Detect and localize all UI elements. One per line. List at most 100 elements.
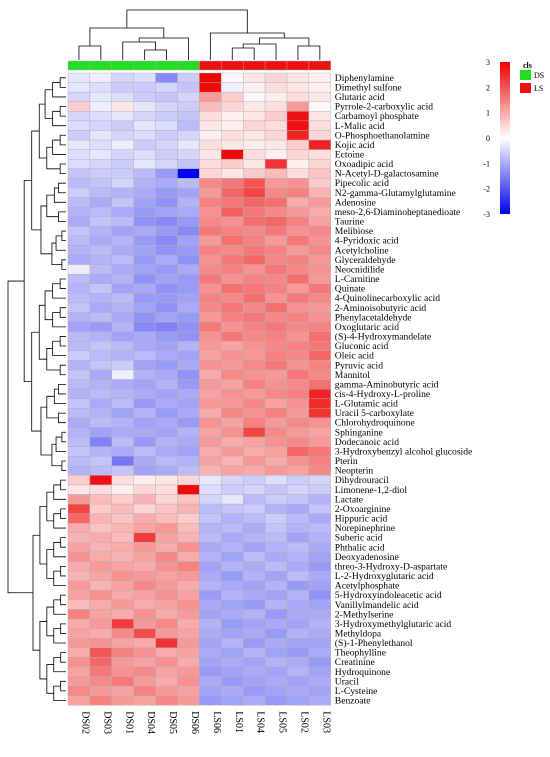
- heatmap-cell: [111, 570, 134, 581]
- heatmap-cell: [133, 609, 156, 620]
- heatmap-cell: [111, 139, 134, 150]
- heatmap-cell: [89, 235, 113, 246]
- row-label: Dihydrouracil: [335, 475, 389, 486]
- heatmap-cell: [155, 475, 178, 486]
- heatmap-cell: [308, 341, 331, 352]
- heatmap-cell: [111, 168, 134, 179]
- heatmap-cell: [221, 523, 244, 534]
- heatmap-cell: [308, 159, 331, 170]
- dendrogram-link: [61, 259, 66, 270]
- heatmap-cell: [264, 580, 288, 591]
- column-label: LS03: [320, 711, 331, 733]
- heatmap-cell: [111, 120, 134, 131]
- heatmap-cell: [221, 570, 244, 581]
- heatmap-cell: [133, 532, 156, 543]
- heatmap-cell: [155, 590, 178, 601]
- heatmap-cell: [177, 360, 200, 371]
- dendrogram-link: [89, 27, 165, 46]
- row-label: 2-Methylserine: [335, 609, 394, 620]
- heatmap-cell: [89, 139, 113, 150]
- heatmap-cell: [155, 321, 178, 332]
- heatmap-cell: [111, 647, 134, 658]
- heatmap-cell: [177, 178, 200, 189]
- heatmap-cell: [89, 321, 113, 332]
- group-annotation-cell: [199, 60, 222, 71]
- heatmap-cell: [308, 283, 331, 294]
- heatmap-cell: [67, 72, 91, 83]
- heatmap-cell: [199, 475, 222, 486]
- heatmap-cell: [133, 456, 156, 466]
- heatmap-cell: [308, 111, 331, 122]
- row-label: Acetylcholine: [335, 245, 389, 256]
- row-label: Hippuric acid: [335, 514, 388, 525]
- heatmap-cell: [177, 551, 200, 562]
- heatmap-cell: [89, 523, 113, 534]
- heatmap-cell: [155, 159, 178, 170]
- group-annotation-cell: [133, 60, 156, 71]
- heatmap-cell: [264, 350, 288, 361]
- heatmap-cell: [199, 331, 222, 342]
- heatmap-cell: [242, 82, 266, 93]
- dendrogram-link: [138, 37, 189, 60]
- heatmap-cell: [133, 695, 156, 706]
- heatmap-cell: [308, 408, 331, 419]
- heatmap-cell: [89, 388, 113, 399]
- row-label: 4-Quinolinecarboxylic acid: [335, 293, 440, 304]
- heatmap-cell: [308, 618, 331, 629]
- heatmap-cell: [308, 446, 331, 457]
- heatmap-cell: [155, 580, 178, 591]
- heatmap-cell: [286, 657, 310, 668]
- heatmap-cell: [133, 178, 156, 189]
- heatmap-cell: [111, 618, 134, 629]
- heatmap-cell: [242, 532, 266, 543]
- heatmap-cell: [199, 139, 222, 150]
- heatmap-cell: [177, 465, 200, 476]
- dendrogram-link: [59, 134, 66, 146]
- column-label: DS02: [79, 711, 90, 734]
- heatmap-cell: [308, 570, 331, 581]
- heatmap-cell: [89, 159, 113, 170]
- heatmap-cell: [221, 638, 244, 648]
- heatmap-cell: [242, 465, 266, 476]
- row-label: Adenosine: [335, 197, 376, 208]
- heatmap-cell: [177, 638, 200, 648]
- heatmap-cell: [242, 321, 266, 332]
- heatmap-cell: [199, 503, 222, 514]
- heatmap-cell: [155, 408, 178, 419]
- row-label: Phenylacetaldehyde: [335, 312, 412, 323]
- heatmap-cell: [264, 657, 288, 668]
- heatmap-cell: [308, 609, 331, 620]
- heatmap-cell: [242, 197, 266, 208]
- dendrogram-link: [61, 431, 66, 443]
- heatmap-cell: [111, 408, 134, 419]
- heatmap-cell: [177, 647, 200, 658]
- heatmap-cell: [155, 178, 178, 189]
- heatmap-cell: [264, 388, 288, 399]
- heatmap-cell: [242, 120, 266, 131]
- heatmap-cell: [67, 580, 91, 591]
- heatmap-cell: [67, 321, 91, 332]
- group-annotation-cell: [89, 60, 113, 71]
- heatmap-cell: [286, 513, 310, 524]
- heatmap-cell: [199, 657, 222, 668]
- heatmap-cell: [199, 408, 222, 419]
- dendrogram-link: [44, 290, 53, 321]
- heatmap-cell: [67, 273, 91, 284]
- heatmap-cell: [286, 331, 310, 342]
- color-scale-tick: 0: [486, 134, 490, 143]
- heatmap-cell: [242, 226, 266, 237]
- heatmap-cell: [89, 408, 113, 419]
- heatmap-cell: [199, 120, 222, 131]
- heatmap-cell: [133, 120, 156, 131]
- heatmap-cell: [264, 398, 288, 409]
- heatmap-cell: [264, 676, 288, 687]
- heatmap-cell: [111, 427, 134, 438]
- heatmap-cell: [89, 302, 113, 313]
- heatmap-cell: [89, 599, 113, 610]
- dendrogram-link: [60, 479, 66, 491]
- heatmap-cell: [155, 647, 178, 658]
- heatmap-cell: [199, 293, 222, 304]
- heatmap-cell: [155, 130, 178, 141]
- heatmap-cell: [67, 638, 91, 648]
- heatmap-cell: [264, 465, 288, 476]
